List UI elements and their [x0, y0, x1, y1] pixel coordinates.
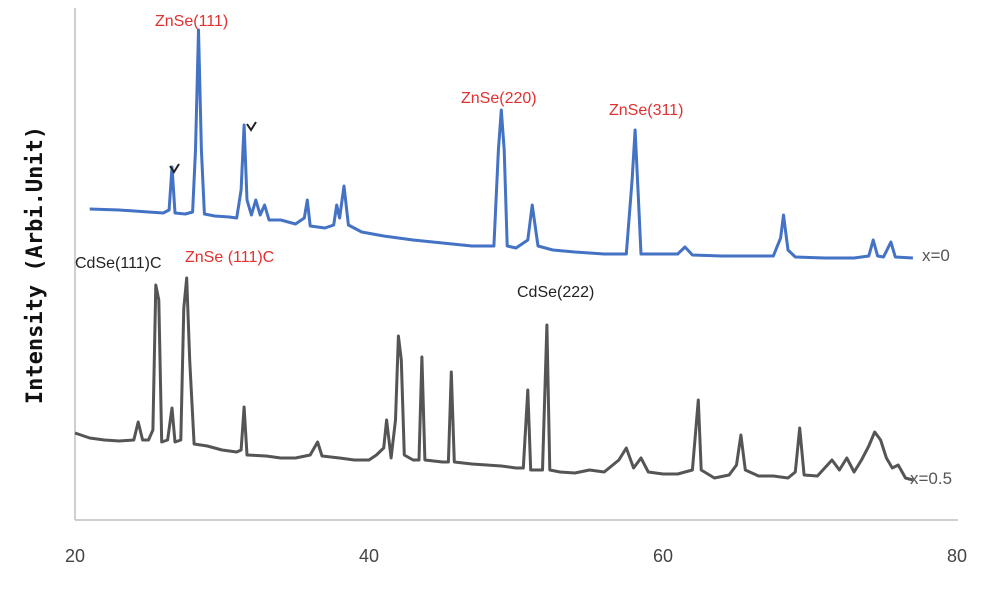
- check-mark-icon: [169, 163, 180, 174]
- x-tick-label: 40: [359, 546, 379, 566]
- axes: [74, 8, 958, 521]
- series-line-1: [74, 276, 914, 482]
- series-labels: x=0 x=0.5: [910, 246, 952, 488]
- x-tick-label: 60: [653, 546, 673, 566]
- peak-annotation: ZnSe (111)C: [185, 249, 274, 266]
- series-label-x0: x=0: [922, 246, 950, 265]
- series-line-0: [89, 28, 913, 260]
- series-group: [74, 28, 914, 482]
- check-mark-icon: [246, 121, 257, 132]
- peak-annotation: ZnSe(111): [155, 13, 228, 30]
- x-tick-label: 20: [65, 546, 85, 566]
- series-label-x05: x=0.5: [910, 469, 952, 488]
- peak-annotation: ZnSe(220): [461, 90, 537, 107]
- peak-annotation: CdSe(111)C: [75, 255, 162, 272]
- peak-annotation: CdSe(222): [517, 284, 594, 301]
- peak-markers: [169, 121, 257, 174]
- y-axis-label: Intensity (Arbi.Unit): [23, 126, 48, 404]
- peak-annotations: ZnSe(111) ZnSe(220) ZnSe(311) CdSe(111)C…: [75, 13, 683, 301]
- x-tick-labels: 20 40 60 80: [65, 546, 967, 566]
- x-tick-label: 80: [947, 546, 967, 566]
- peak-annotation: ZnSe(311): [609, 102, 683, 119]
